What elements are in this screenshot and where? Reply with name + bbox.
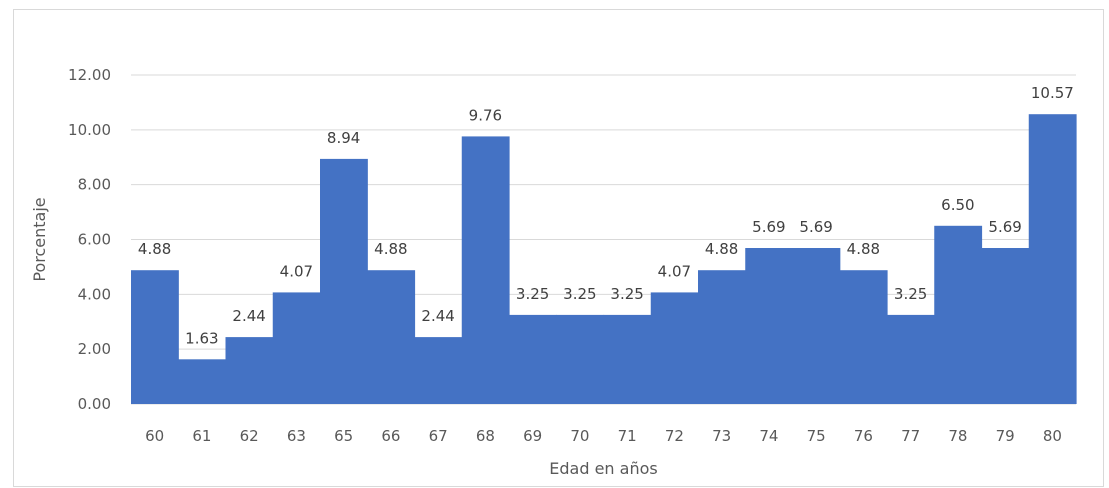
chart-area: [13, 9, 1104, 487]
x-tick-label: 80: [1043, 427, 1062, 445]
x-tick-label: 71: [618, 427, 637, 445]
y-axis-tick-labels: 0.00 2.00 4.00 6.00 8.00 10.00 12.00: [68, 66, 111, 413]
bar: [792, 247, 841, 404]
bar: [131, 270, 179, 404]
bar: [556, 314, 605, 404]
data-label: 6.50: [941, 196, 974, 214]
x-tick-label: 75: [807, 427, 826, 445]
bar: [509, 314, 557, 404]
data-label: 3.25: [610, 285, 643, 303]
bar: [320, 158, 368, 404]
x-axis-title: Edad en años: [549, 459, 657, 478]
data-label: 3.25: [894, 285, 927, 303]
bar: [839, 270, 888, 404]
data-label: 2.44: [421, 307, 454, 325]
bar: [981, 247, 1030, 404]
data-label: 4.07: [280, 262, 313, 280]
bar: [1028, 114, 1077, 404]
data-labels: 4.88 1.63 2.44 4.07 8.94 4.88 2.44 9.76 3.25 3.25…: [138, 84, 1074, 347]
bar: [650, 292, 699, 404]
x-tick-label: 61: [192, 427, 211, 445]
y-tick-label: 4.00: [78, 285, 111, 303]
bar: [414, 337, 463, 404]
bars: [131, 114, 1077, 404]
bar: [603, 314, 652, 404]
data-label: 5.69: [752, 218, 785, 236]
data-label: 3.25: [563, 285, 596, 303]
y-tick-label: 10.00: [68, 121, 111, 139]
data-label: 1.63: [185, 329, 218, 347]
x-tick-label: 77: [901, 427, 920, 445]
data-label: 5.69: [988, 218, 1021, 236]
y-axis-title: Porcentaje: [30, 197, 49, 281]
x-tick-label: 65: [334, 427, 353, 445]
y-tick-label: 8.00: [78, 176, 111, 194]
x-tick-label: 72: [665, 427, 684, 445]
x-tick-label: 70: [570, 427, 589, 445]
y-tick-label: 6.00: [78, 231, 111, 249]
bar: [367, 270, 416, 404]
bar: [178, 359, 227, 404]
x-tick-label: 62: [240, 427, 259, 445]
y-tick-label: 2.00: [78, 340, 111, 358]
x-tick-label: 67: [429, 427, 448, 445]
data-label: 4.88: [705, 240, 738, 258]
x-tick-label: 73: [712, 427, 731, 445]
data-label: 3.25: [516, 285, 549, 303]
data-label: 2.44: [232, 307, 265, 325]
y-tick-label: 12.00: [68, 66, 111, 84]
bar: [461, 136, 510, 404]
data-label: 4.88: [138, 240, 171, 258]
x-tick-label: 78: [948, 427, 967, 445]
data-label: 4.07: [658, 262, 691, 280]
data-label: 9.76: [469, 106, 502, 124]
data-label: 5.69: [799, 218, 832, 236]
y-tick-label: 0.00: [78, 395, 111, 413]
x-tick-label: 68: [476, 427, 495, 445]
data-label: 4.88: [374, 240, 407, 258]
bar: [887, 314, 935, 404]
bar: [934, 225, 983, 404]
x-tick-label: 69: [523, 427, 542, 445]
x-axis-tick-labels: 60 61 62 63 65 66 67 68 69 70 71 72 73 74 75 76 77 78 79 80: [145, 427, 1062, 445]
x-tick-label: 74: [759, 427, 778, 445]
x-tick-label: 66: [381, 427, 400, 445]
data-label: 8.94: [327, 129, 360, 147]
x-tick-label: 79: [996, 427, 1015, 445]
data-label: 10.57: [1031, 84, 1074, 102]
data-label: 4.88: [847, 240, 880, 258]
x-tick-label: 60: [145, 427, 164, 445]
x-tick-label: 76: [854, 427, 873, 445]
bar: [745, 247, 794, 404]
x-tick-label: 63: [287, 427, 306, 445]
bar: [225, 337, 274, 404]
bar: [698, 270, 746, 404]
bar: [272, 292, 321, 404]
